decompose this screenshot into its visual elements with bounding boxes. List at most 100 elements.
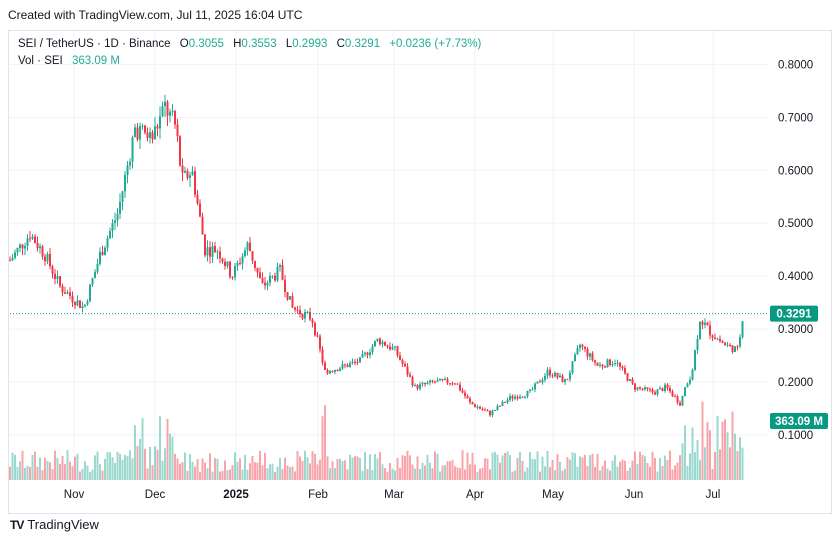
volume-bar bbox=[124, 454, 126, 480]
candle-body bbox=[681, 395, 684, 406]
volume-bar bbox=[706, 421, 709, 480]
candle-body bbox=[54, 273, 56, 280]
candle-body bbox=[459, 384, 461, 391]
candle-body bbox=[716, 338, 719, 340]
volume-bar bbox=[99, 464, 101, 480]
candle-body bbox=[309, 311, 311, 320]
volume-bar bbox=[509, 455, 511, 480]
candle-body bbox=[79, 300, 81, 308]
volume-bar bbox=[599, 470, 601, 480]
volume-bar bbox=[14, 454, 16, 480]
candle-body bbox=[231, 276, 234, 278]
volume-bar bbox=[109, 452, 111, 480]
candle-body bbox=[114, 220, 116, 224]
volume-bar bbox=[141, 418, 144, 480]
volume-bar bbox=[564, 468, 566, 480]
y-tick-label: 0.5000 bbox=[778, 218, 813, 230]
candle-body bbox=[186, 170, 189, 178]
candle-body bbox=[349, 363, 351, 368]
volume-bar bbox=[666, 460, 669, 480]
volume-bar bbox=[269, 464, 271, 480]
candle-body bbox=[174, 111, 176, 125]
candle-body bbox=[154, 126, 156, 140]
volume-bar bbox=[579, 456, 581, 480]
volume-bar bbox=[266, 468, 269, 480]
candle-body bbox=[476, 406, 479, 408]
volume-bar bbox=[401, 455, 404, 480]
volume-bar bbox=[711, 469, 714, 480]
candle-body bbox=[29, 238, 31, 240]
tradingview-footer[interactable]: TV TradingView bbox=[10, 517, 99, 532]
candle-body bbox=[626, 373, 629, 381]
x-tick-label: Jun bbox=[625, 489, 644, 501]
candle-body bbox=[376, 338, 379, 342]
candle-body bbox=[206, 247, 209, 256]
volume-bar bbox=[456, 467, 459, 480]
candle-body bbox=[556, 372, 559, 378]
volume-bar bbox=[281, 469, 284, 480]
candle-body bbox=[691, 369, 694, 380]
volume-bar bbox=[386, 471, 389, 480]
candle-body bbox=[211, 246, 214, 257]
candle-body bbox=[181, 165, 184, 173]
volume-bar bbox=[724, 419, 726, 480]
volume-bar bbox=[664, 455, 666, 480]
candle-body bbox=[694, 350, 696, 370]
volume-bar bbox=[736, 450, 739, 480]
x-tick-label: Dec bbox=[145, 489, 166, 501]
volume-bar bbox=[306, 457, 309, 480]
candle-body bbox=[726, 344, 729, 346]
volume-bar bbox=[624, 460, 626, 480]
candle-body bbox=[644, 387, 646, 390]
volume-bar bbox=[321, 416, 324, 480]
volume-bar bbox=[686, 465, 689, 480]
candle-body bbox=[414, 385, 416, 387]
volume-bar bbox=[164, 448, 166, 480]
candle-body bbox=[484, 409, 486, 411]
volume-bar bbox=[364, 451, 366, 480]
candle-body bbox=[551, 375, 554, 377]
candle-body bbox=[671, 391, 674, 397]
candle-body bbox=[621, 366, 624, 369]
y-tick-label: 0.7000 bbox=[778, 112, 813, 124]
candle-body bbox=[494, 410, 496, 412]
candle-body bbox=[651, 389, 654, 393]
volume-bar bbox=[719, 449, 721, 480]
volume-bar bbox=[681, 443, 684, 480]
volume-bar bbox=[74, 456, 76, 480]
candle-body bbox=[241, 256, 244, 264]
volume-bar bbox=[94, 455, 96, 480]
candle-body bbox=[656, 389, 659, 395]
volume-bar bbox=[411, 464, 414, 480]
candle-body bbox=[576, 348, 579, 355]
candle-body bbox=[351, 361, 354, 364]
candle-body bbox=[124, 174, 126, 192]
volume-bar bbox=[156, 449, 159, 480]
volume-bar bbox=[369, 454, 371, 480]
volume-bar bbox=[394, 470, 396, 480]
volume-bar bbox=[234, 452, 236, 480]
candle-body bbox=[526, 390, 529, 397]
candle-body bbox=[391, 347, 394, 350]
volume-bar bbox=[546, 450, 549, 480]
candle-body bbox=[24, 246, 26, 249]
chart-frame[interactable] bbox=[8, 30, 832, 514]
x-tick-label: Nov bbox=[64, 489, 85, 501]
chart-legend: SEI / TetherUS · 1D · Binance O0.3055 H0… bbox=[18, 36, 481, 70]
volume-bar bbox=[611, 460, 614, 480]
volume-bar bbox=[271, 463, 274, 480]
candle-body bbox=[639, 387, 641, 389]
volume-bar bbox=[551, 459, 554, 480]
volume-bar bbox=[154, 446, 156, 480]
volume-bar bbox=[464, 469, 466, 480]
volume-bar bbox=[56, 457, 59, 480]
volume-bar bbox=[671, 469, 674, 480]
candle-body bbox=[354, 361, 356, 363]
candle-body bbox=[216, 251, 219, 253]
candle-body bbox=[534, 383, 536, 390]
candle-body bbox=[166, 101, 169, 116]
volume-bar bbox=[19, 461, 21, 480]
candle-body bbox=[649, 389, 651, 391]
volume-bar bbox=[649, 466, 651, 480]
